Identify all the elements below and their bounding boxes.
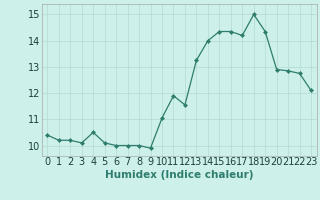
- X-axis label: Humidex (Indice chaleur): Humidex (Indice chaleur): [105, 170, 253, 180]
